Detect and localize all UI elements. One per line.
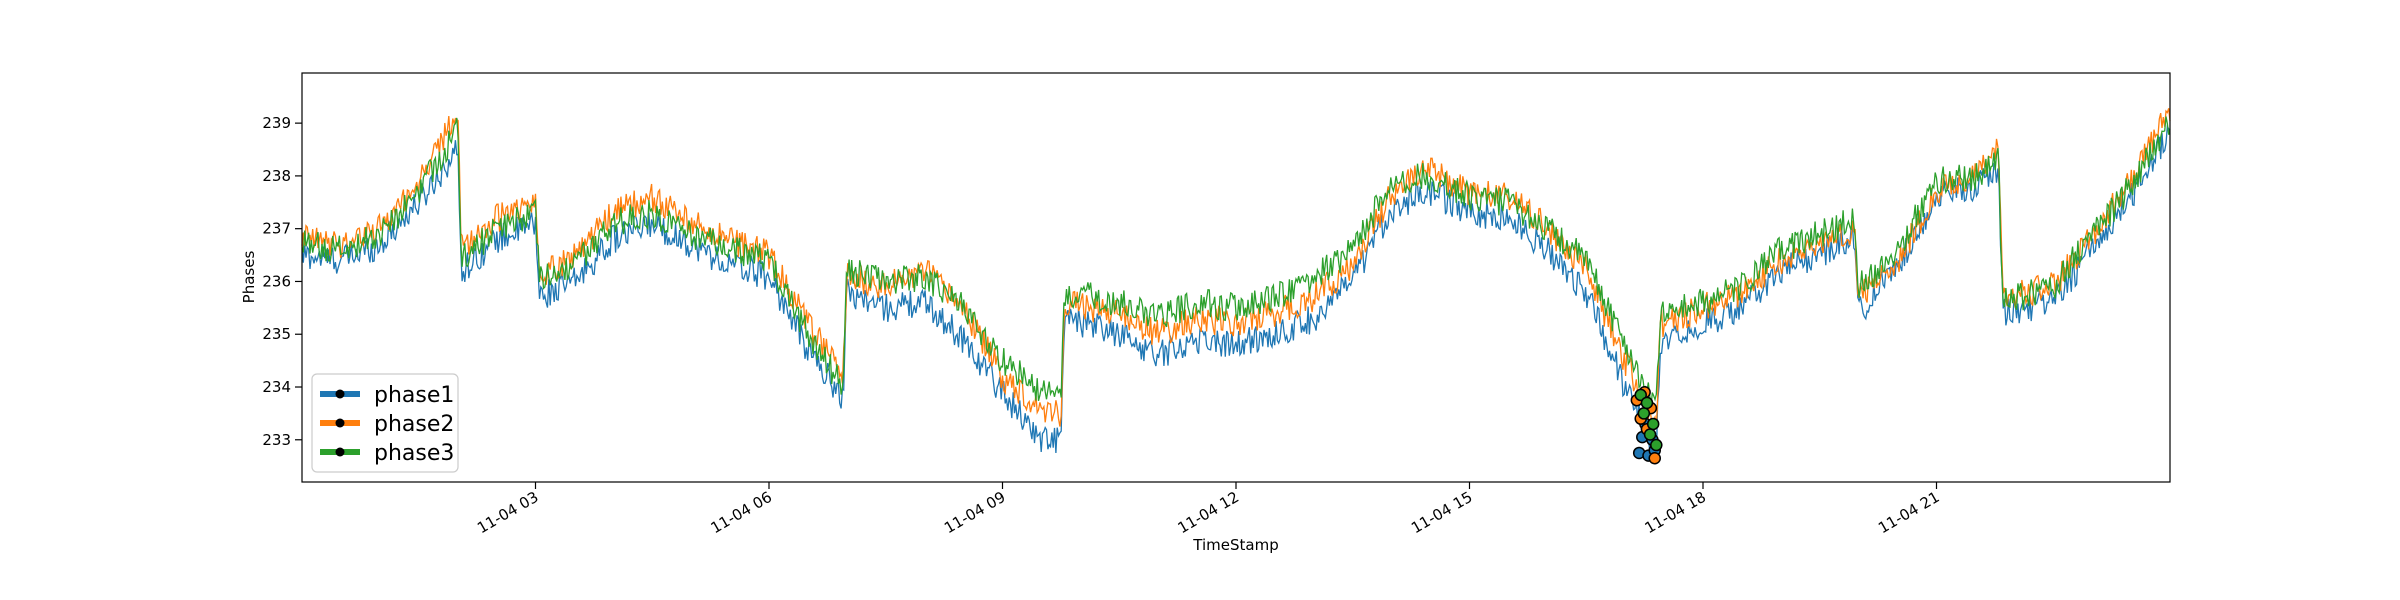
legend-label-phase1: phase1	[374, 383, 454, 408]
highlight-points-layer	[1630, 386, 1663, 465]
legend-marker-phase3	[335, 447, 345, 457]
marker-point-phase3-4	[1646, 417, 1660, 431]
marker-point-phase2-5	[1648, 452, 1661, 465]
y-tick-label: 236	[262, 272, 291, 290]
legend-box	[311, 373, 459, 473]
legend-marker-phase1	[335, 389, 345, 399]
y-axis: 233 234 235 236 237 238 239	[262, 114, 302, 449]
y-tick-label: 234	[262, 378, 291, 396]
marker-point-phase3-5	[1650, 438, 1663, 452]
marker-point-phase3-2	[1640, 396, 1654, 410]
y-tick-label: 235	[262, 325, 291, 343]
y-tick-label: 233	[262, 431, 291, 449]
legend-label-phase2: phase2	[374, 412, 454, 437]
series-layer	[301, 108, 2171, 464]
y-tick-label: 239	[262, 114, 291, 132]
plot-area	[302, 73, 2170, 482]
y-tick-label: 238	[262, 167, 291, 185]
x-axis-title: TimeStamp	[1192, 536, 1278, 554]
marker-point-phase3-1	[1637, 407, 1651, 420]
series-line-phase3	[301, 116, 2171, 408]
y-axis-title: Phases	[240, 251, 258, 304]
marker-point-phase3-3	[1643, 428, 1657, 441]
series-line-phase1	[301, 125, 2171, 464]
legend: phase1 phase2 phase3	[311, 373, 459, 473]
y-tick-label: 237	[262, 220, 291, 238]
legend-label-phase3: phase3	[374, 441, 454, 466]
legend-marker-phase2	[335, 418, 345, 428]
